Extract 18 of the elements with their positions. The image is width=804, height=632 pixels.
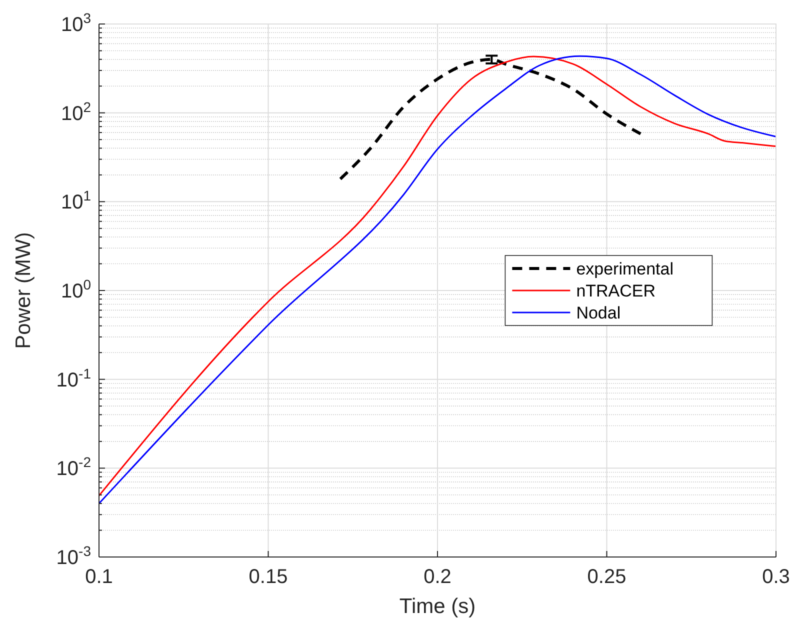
x-tick-label: 0.2 bbox=[424, 566, 452, 588]
x-tick-label: 0.15 bbox=[248, 566, 288, 588]
y-tick-label: 10$^{0}$ bbox=[60, 276, 92, 302]
y-tick-label: 10$^{-1}$ bbox=[56, 365, 92, 392]
x-tick-label: 0.25 bbox=[587, 566, 626, 588]
y-tick-label: 10$^{2}$ bbox=[60, 98, 92, 125]
legend-label: experimental bbox=[576, 259, 674, 278]
y-tick-label: 10$^{-2}$ bbox=[56, 454, 92, 480]
x-tick-label: 0.3 bbox=[762, 566, 790, 588]
x-axis-title: Time (s) bbox=[399, 595, 476, 618]
y-axis-title: Power (MW) bbox=[12, 232, 35, 349]
legend-label: Nodal bbox=[576, 303, 621, 322]
y-tick-label: 10$^{1}$ bbox=[60, 188, 92, 214]
line-series bbox=[338, 58, 642, 180]
x-tick-label: 0.1 bbox=[85, 566, 113, 588]
y-tick-label: 10$^{-3}$ bbox=[56, 543, 92, 569]
y-tick-label: 10$^{3}$ bbox=[60, 10, 92, 36]
legend-label: nTRACER bbox=[576, 281, 656, 300]
